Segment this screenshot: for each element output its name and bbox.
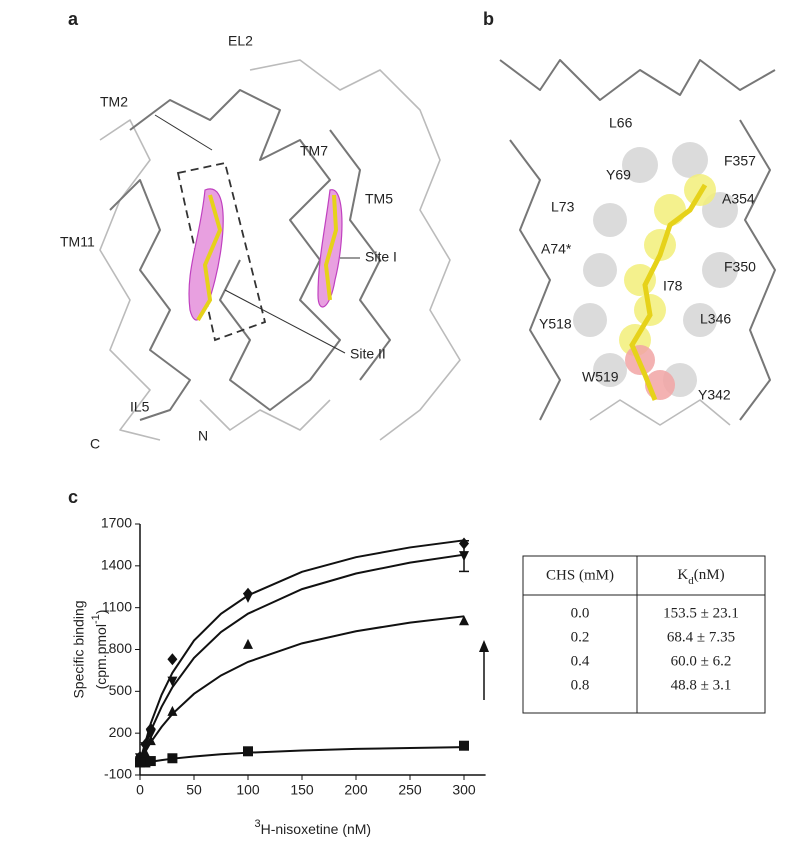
structure-label: TM7 (300, 143, 328, 159)
x-tick-label: 300 (452, 782, 476, 798)
table-cell: 0.4 (571, 653, 590, 669)
x-label-sup: 3 (254, 818, 260, 830)
structure-label: TM2 (100, 94, 128, 110)
structure-label: IL5 (130, 399, 150, 415)
structure-label: EL2 (228, 33, 253, 49)
marker (167, 753, 178, 764)
structure-b (499, 59, 776, 426)
x-tick-label: 250 (398, 782, 422, 798)
table-header: CHS (mM) (546, 567, 614, 583)
structure-label: Site I (365, 249, 397, 265)
structure-label: I78 (663, 278, 683, 294)
x-tick-label: 150 (290, 782, 314, 798)
y-axis-label: Specific binding (71, 600, 87, 698)
marker (243, 746, 253, 757)
structure-label: N (198, 428, 208, 444)
marker (167, 705, 178, 716)
marker (459, 615, 469, 626)
table-header: Kd(nM) (677, 567, 724, 586)
y-tick-label: 1700 (101, 515, 132, 531)
y-label-close: ) (93, 610, 109, 615)
header-unit: (nM) (694, 567, 725, 583)
y-tick-label: 200 (109, 724, 133, 740)
marker (459, 740, 469, 751)
y-tick-label: 800 (109, 640, 133, 656)
structure-label: L73 (551, 199, 575, 215)
table-cell: 153.5 ± 23.1 (663, 605, 739, 621)
y-axis-label: (cpm.pmol-1) (90, 610, 109, 690)
marker (145, 735, 156, 746)
x-tick-label: 0 (136, 782, 144, 798)
table-border (522, 555, 766, 714)
marker (243, 638, 253, 649)
structure-a (99, 59, 461, 441)
x-label-text: H-nisoxetine (nM) (261, 821, 371, 837)
header-sub: d (688, 575, 694, 587)
marker (145, 729, 156, 740)
fit-curve (139, 615, 465, 762)
y-label-text: (cpm.pmol (93, 624, 109, 689)
structure-label: F357 (724, 153, 756, 169)
marker (135, 757, 145, 768)
y-tick-label: -100 (104, 766, 132, 782)
kd-table: CHS (mM) Kd(nM) (522, 555, 766, 714)
structure-label: TM11 (60, 234, 95, 250)
structure-label: L346 (700, 311, 731, 327)
marker (145, 756, 156, 767)
fit-curve (139, 553, 465, 762)
structure-label: Site II (350, 346, 386, 362)
y-tick-label: 1100 (102, 598, 132, 614)
header-main: K (677, 567, 688, 583)
x-axis-label: 3H-nisoxetine (nM) (254, 818, 371, 837)
fit-curve (139, 746, 465, 765)
x-tick-label: 200 (344, 782, 368, 798)
y-label-sup: -1 (90, 614, 102, 624)
structure-label: F350 (724, 259, 756, 275)
marker (167, 653, 178, 666)
structure-label: Y69 (606, 167, 631, 183)
marker (140, 757, 151, 768)
fit-curve (139, 539, 465, 762)
structure-label: A74* (541, 241, 572, 257)
structure-label: W519 (582, 369, 619, 385)
binding-chart: -100 200 500 800 1100 1400 1700 0 50 100 150 200 250… (71, 515, 486, 837)
marker (167, 676, 178, 687)
panel-label: c (68, 487, 78, 507)
y-tick-label: 1400 (101, 557, 132, 573)
table-cell: 48.8 ± 3.1 (671, 677, 732, 693)
panel-label: b (483, 9, 494, 29)
structure-label: C (90, 436, 100, 452)
structure-label: A354 (722, 191, 755, 207)
table-cell: 60.0 ± 6.2 (671, 653, 732, 669)
y-tick-label: 500 (109, 682, 133, 698)
arrow-head (479, 640, 489, 652)
table-cell: 68.4 ± 7.35 (667, 629, 735, 645)
structure-label: Y518 (539, 316, 572, 332)
marker (243, 592, 253, 603)
structure-label: TM5 (365, 191, 393, 207)
marker (140, 747, 151, 758)
table-cell: 0.0 (571, 605, 590, 621)
structure-label: Y342 (698, 387, 731, 403)
table-cell: 0.8 (571, 677, 590, 693)
table-cell: 0.2 (571, 629, 590, 645)
structure-label: L66 (609, 115, 633, 131)
x-tick-label: 100 (236, 782, 260, 798)
x-tick-label: 50 (186, 782, 202, 798)
panel-label: a (68, 9, 79, 29)
marker (459, 551, 469, 562)
